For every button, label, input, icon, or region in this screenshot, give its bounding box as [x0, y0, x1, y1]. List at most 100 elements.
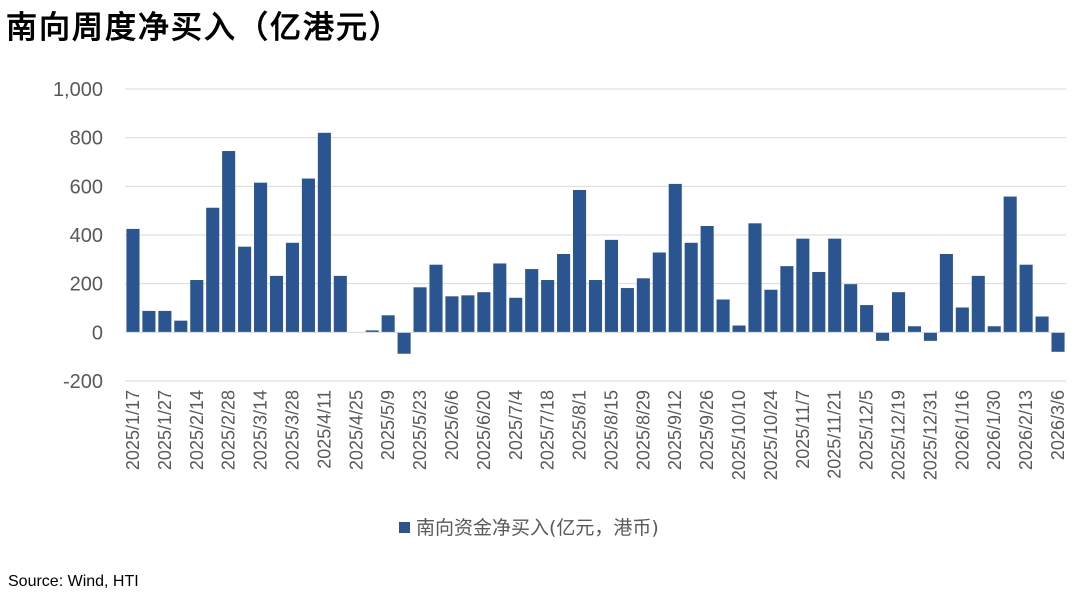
bar — [317, 132, 331, 333]
x-tick-label: 2025/1/17 — [123, 390, 143, 470]
bar — [174, 320, 188, 333]
x-tick-label: 2025/8/1 — [570, 390, 590, 460]
bar — [604, 239, 618, 333]
bar — [269, 275, 284, 333]
x-tick-label: 2025/9/12 — [665, 390, 685, 470]
bar — [301, 178, 315, 333]
x-tick-label: 2025/3/28 — [282, 390, 302, 470]
x-tick-label: 2025/5/9 — [378, 390, 398, 460]
x-tick-label: 2025/12/19 — [889, 390, 909, 480]
bar — [573, 189, 587, 333]
chart-title: 南向周度净买入（亿港元） — [6, 10, 402, 46]
bar — [700, 225, 714, 333]
y-tick-label: 1,000 — [53, 79, 103, 101]
bar — [381, 315, 395, 333]
bar — [652, 252, 666, 333]
y-tick-label: 800 — [70, 128, 103, 150]
bar — [190, 280, 204, 333]
bar — [445, 296, 459, 333]
x-tick-label: 2025/12/31 — [920, 390, 940, 480]
bar — [668, 183, 682, 333]
bar — [413, 287, 427, 333]
bar — [365, 330, 379, 333]
legend: 南向资金净买入(亿元，港币) — [399, 517, 659, 539]
y-tick-label: 0 — [92, 322, 103, 344]
bar — [860, 305, 874, 333]
x-tick-label: 2025/8/15 — [601, 390, 621, 470]
y-tick-label: 600 — [70, 176, 103, 198]
x-tick-label: 2025/10/24 — [761, 390, 781, 480]
bar — [333, 275, 347, 333]
bar — [461, 295, 475, 333]
bar — [732, 325, 746, 333]
x-tick-label: 2025/2/28 — [219, 390, 239, 470]
bar — [126, 228, 140, 333]
x-tick-label: 2026/2/13 — [1016, 390, 1036, 470]
y-tick-label: 200 — [70, 274, 103, 296]
y-tick-label: -200 — [63, 371, 103, 393]
bar — [1003, 196, 1017, 333]
bar — [206, 207, 220, 333]
x-tick-label: 2025/11/21 — [825, 390, 845, 479]
legend-label: 南向资金净买入(亿元，港币) — [416, 517, 659, 539]
bar — [780, 266, 794, 333]
x-tick-label: 2025/8/29 — [633, 390, 653, 470]
bar — [636, 278, 650, 333]
bar — [477, 292, 491, 333]
bar — [844, 284, 858, 333]
bar — [238, 246, 252, 333]
x-tick-label: 2025/10/10 — [729, 390, 749, 480]
x-tick-label: 2025/4/11 — [314, 390, 334, 469]
x-tick-label: 2025/9/26 — [697, 390, 717, 470]
y-tick-label: 400 — [70, 225, 103, 247]
bar — [955, 307, 969, 333]
bar — [397, 332, 411, 354]
bar — [876, 332, 890, 341]
bar — [254, 182, 268, 333]
x-tick-label: 2025/4/25 — [346, 390, 366, 470]
x-tick-label: 2025/5/23 — [410, 390, 430, 470]
x-tick-label: 2026/1/30 — [984, 390, 1004, 470]
x-tick-label: 2025/3/14 — [251, 390, 271, 470]
bar — [158, 310, 172, 333]
bar — [557, 253, 571, 333]
bar — [828, 238, 842, 333]
bar — [891, 292, 906, 333]
bar — [812, 271, 826, 333]
bar — [285, 242, 300, 333]
x-tick-label: 2026/3/6 — [1048, 390, 1068, 460]
bar — [620, 288, 634, 333]
bar — [923, 332, 937, 341]
x-tick-label: 2025/7/18 — [538, 390, 558, 470]
bar — [971, 275, 985, 333]
bar — [509, 297, 523, 333]
bar — [907, 326, 922, 333]
x-tick-label: 2026/1/16 — [952, 390, 972, 470]
bar — [588, 280, 603, 333]
bar — [987, 326, 1001, 333]
bar — [1035, 316, 1049, 333]
x-tick-label: 2025/7/4 — [506, 390, 526, 460]
bar — [796, 238, 810, 333]
bar — [1051, 332, 1065, 352]
bar — [541, 280, 555, 333]
x-tick-label: 2025/2/14 — [187, 390, 207, 470]
y-axis-tick-labels: -200 0 200 400 600 800 1,000 — [53, 79, 103, 393]
bar — [493, 263, 507, 333]
legend-swatch — [399, 522, 410, 533]
x-tick-label: 2025/6/20 — [474, 390, 494, 470]
x-tick-label: 2025/1/27 — [155, 390, 175, 470]
bar — [142, 310, 156, 333]
bar — [525, 269, 539, 333]
bar — [684, 242, 698, 333]
bar — [716, 299, 730, 333]
bar — [429, 264, 443, 333]
x-tick-label: 2025/12/5 — [857, 390, 877, 470]
bar — [748, 223, 762, 333]
x-tick-label: 2025/6/6 — [442, 390, 462, 460]
bar — [1019, 264, 1033, 333]
bar — [222, 151, 236, 333]
bar-series — [126, 132, 1065, 354]
bar — [764, 289, 778, 333]
